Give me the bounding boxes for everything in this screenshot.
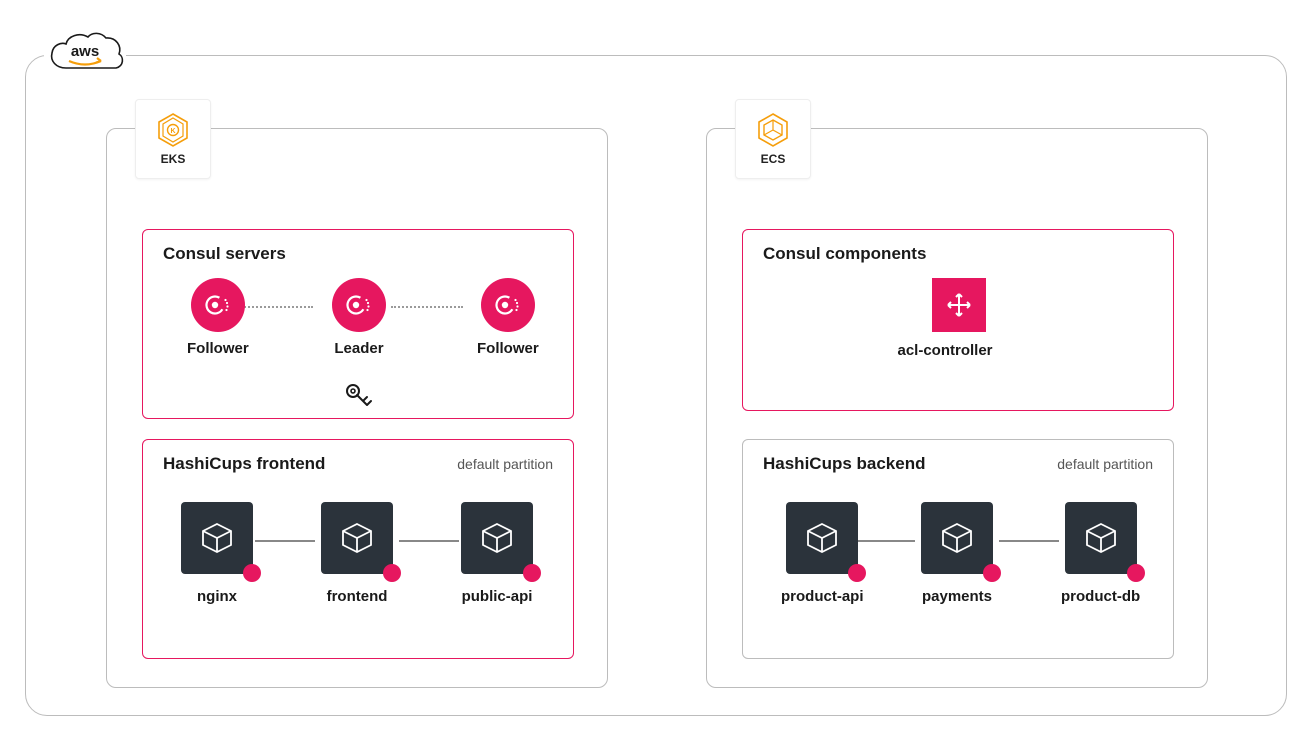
dotted-line-1 bbox=[241, 306, 313, 308]
aws-badge: aws bbox=[44, 28, 126, 80]
consul-logo-icon bbox=[203, 290, 233, 320]
svc-conn-line bbox=[255, 540, 315, 542]
service-nginx: nginx bbox=[181, 502, 253, 605]
service-pink-dot bbox=[243, 564, 261, 582]
service-label: frontend bbox=[327, 588, 388, 605]
consul-logo-icon bbox=[344, 290, 374, 320]
dotted-line-2 bbox=[391, 306, 463, 308]
service-pink-dot bbox=[523, 564, 541, 582]
service-pink-dot bbox=[983, 564, 1001, 582]
service-box-icon bbox=[321, 502, 393, 574]
svc-conn-line bbox=[999, 540, 1059, 542]
consul-node-label: Follower bbox=[187, 340, 249, 357]
aws-label: aws bbox=[71, 43, 99, 60]
eks-badge: K EKS bbox=[135, 99, 211, 179]
service-box-icon bbox=[921, 502, 993, 574]
consul-circle-icon bbox=[481, 278, 535, 332]
backend-title: HashiCups backend bbox=[763, 454, 926, 474]
service-box-icon bbox=[786, 502, 858, 574]
service-label: nginx bbox=[197, 588, 237, 605]
acl-square-icon bbox=[932, 278, 986, 332]
service-pink-dot bbox=[1127, 564, 1145, 582]
move-arrows-icon bbox=[945, 291, 973, 319]
ecs-badge: ECS bbox=[735, 99, 811, 179]
svc-conn-line bbox=[399, 540, 459, 542]
aws-cloud-icon: aws bbox=[44, 28, 126, 80]
cube-icon bbox=[802, 518, 842, 558]
cube-icon bbox=[477, 518, 517, 558]
backend-panel: HashiCups backend default partition prod… bbox=[742, 439, 1174, 659]
ecs-hex-icon bbox=[755, 112, 791, 148]
consul-components-panel: Consul components acl-controller bbox=[742, 229, 1174, 411]
consul-servers-title: Consul servers bbox=[163, 244, 286, 264]
frontend-title: HashiCups frontend bbox=[163, 454, 325, 474]
acl-label: acl-controller bbox=[897, 342, 992, 359]
service-box-icon bbox=[461, 502, 533, 574]
service-payments: payments bbox=[921, 502, 993, 605]
service-label: payments bbox=[922, 588, 992, 605]
service-pink-dot bbox=[848, 564, 866, 582]
consul-circle-icon bbox=[332, 278, 386, 332]
cluster-eks: K EKS Consul servers bbox=[106, 128, 608, 688]
service-frontend: frontend bbox=[321, 502, 393, 605]
service-box-icon bbox=[181, 502, 253, 574]
service-label: product-db bbox=[1061, 588, 1140, 605]
backend-subtitle: default partition bbox=[1057, 456, 1153, 472]
service-pink-dot bbox=[383, 564, 401, 582]
cube-icon bbox=[937, 518, 977, 558]
consul-components-title: Consul components bbox=[763, 244, 926, 264]
consul-servers-panel: Consul servers Follower bbox=[142, 229, 574, 419]
cube-icon bbox=[337, 518, 377, 558]
service-public-api: public-api bbox=[461, 502, 533, 605]
eks-label: EKS bbox=[161, 152, 186, 166]
key-icon bbox=[343, 378, 375, 415]
svg-text:K: K bbox=[170, 128, 175, 135]
consul-node-label: Leader bbox=[334, 340, 383, 357]
consul-follower-1: Follower bbox=[187, 278, 249, 357]
acl-controller: acl-controller bbox=[932, 278, 986, 359]
consul-follower-2: Follower bbox=[477, 278, 539, 357]
eks-hex-icon: K bbox=[155, 112, 191, 148]
service-product-api: product-api bbox=[781, 502, 864, 605]
svc-conn-line bbox=[855, 540, 915, 542]
consul-leader: Leader bbox=[332, 278, 386, 357]
service-product-db: product-db bbox=[1061, 502, 1140, 605]
cube-icon bbox=[197, 518, 237, 558]
consul-circle-icon bbox=[191, 278, 245, 332]
service-label: product-api bbox=[781, 588, 864, 605]
frontend-subtitle: default partition bbox=[457, 456, 553, 472]
service-box-icon bbox=[1065, 502, 1137, 574]
aws-container: aws K EKS Consul servers bbox=[25, 55, 1287, 716]
service-label: public-api bbox=[462, 588, 533, 605]
consul-logo-icon bbox=[493, 290, 523, 320]
ecs-label: ECS bbox=[761, 152, 786, 166]
cube-icon bbox=[1081, 518, 1121, 558]
cluster-ecs: ECS Consul components acl-controller Has… bbox=[706, 128, 1208, 688]
frontend-panel: HashiCups frontend default partition ngi… bbox=[142, 439, 574, 659]
consul-node-label: Follower bbox=[477, 340, 539, 357]
